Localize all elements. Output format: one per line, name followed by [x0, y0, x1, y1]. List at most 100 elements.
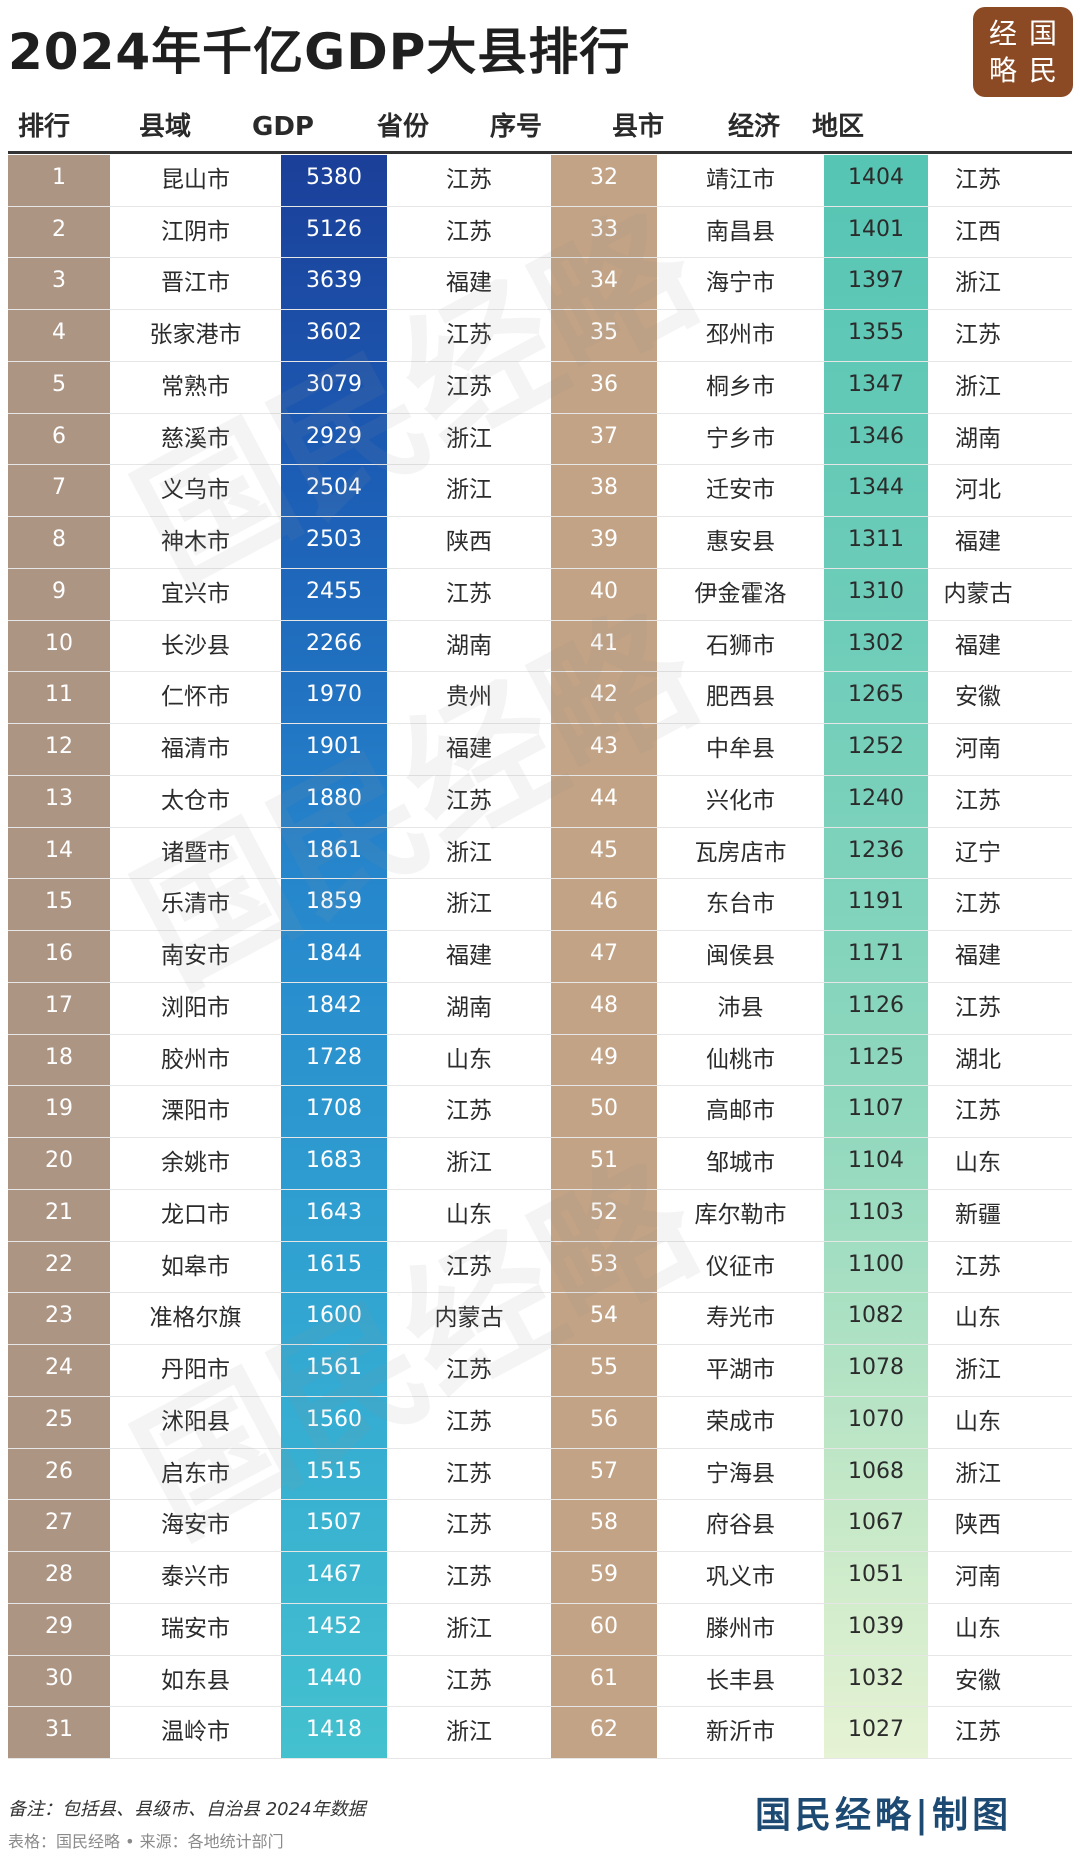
table-row: 2 江阴市 5126 江苏 33 南昌县 1401 江西	[8, 207, 1072, 259]
source-line: 表格：国民经略 • 来源：各地统计部门	[8, 1832, 284, 1851]
region-cell: 浙江	[955, 1357, 1001, 1384]
economy-cell: 1039	[848, 1613, 904, 1639]
county-cell: 余姚市	[161, 1150, 230, 1177]
county-cell: 准格尔旗	[149, 1305, 242, 1332]
region-cell: 江苏	[955, 1253, 1001, 1280]
city-cell: 仙桃市	[706, 1046, 775, 1073]
region-cell: 江苏	[955, 167, 1001, 193]
region-cell: 内蒙古	[943, 580, 1013, 607]
rank-cell: 27	[45, 1510, 73, 1536]
rank-cell: 19	[45, 1096, 73, 1122]
seq-cell: 55	[590, 1355, 618, 1381]
county-cell: 南安市	[161, 943, 230, 970]
table-row: 4 张家港市 3602 江苏 35 邳州市 1355 江苏	[8, 310, 1072, 362]
region-cell: 浙江	[955, 373, 1001, 400]
gdp-cell: 1901	[306, 734, 362, 760]
seq-cell: 51	[590, 1148, 618, 1174]
table-row: 25 沭阳县 1560 江苏 56 荣成市 1070 山东	[8, 1397, 1072, 1449]
table-row: 21 龙口市 1643 山东 52 库尔勒市 1103 新疆	[8, 1190, 1072, 1242]
province-cell: 福建	[446, 736, 492, 763]
province-cell: 江苏	[446, 1253, 492, 1280]
rank-cell: 17	[45, 992, 73, 1018]
seq-cell: 62	[590, 1717, 618, 1743]
city-cell: 肥西县	[706, 684, 775, 711]
region-cell: 湖南	[955, 425, 1001, 452]
gdp-cell: 1708	[306, 1096, 362, 1122]
gdp-cell: 1440	[306, 1665, 362, 1691]
economy-cell: 1252	[848, 734, 904, 760]
seq-cell: 56	[590, 1406, 618, 1432]
table-row: 29 瑞安市 1452 浙江 60 滕州市 1039 山东	[8, 1604, 1072, 1656]
county-cell: 丹阳市	[161, 1357, 230, 1384]
table-row: 8 神木市 2503 陕西 39 惠安县 1311 福建	[8, 517, 1072, 569]
table-row: 5 常熟市 3079 江苏 36 桐乡市 1347 浙江	[8, 362, 1072, 414]
table-body: 1 昆山市 5380 江苏 32 靖江市 1404 江苏 2 江阴市 5126 江苏 33 南昌县 1401…	[8, 155, 1072, 1759]
county-cell: 张家港市	[149, 322, 242, 349]
rank-cell: 7	[52, 475, 66, 501]
region-cell: 山东	[955, 1305, 1001, 1332]
seq-cell: 36	[590, 371, 618, 397]
gdp-cell: 1683	[306, 1148, 362, 1174]
city-cell: 新沂市	[706, 1719, 775, 1746]
county-cell: 太仓市	[161, 787, 230, 814]
economy-cell: 1236	[848, 837, 904, 863]
region-cell: 陕西	[955, 1512, 1001, 1539]
city-cell: 宁海县	[706, 1460, 775, 1487]
rank-cell: 23	[45, 1303, 73, 1329]
rank-cell: 29	[45, 1613, 73, 1639]
header-gdp: GDP	[252, 112, 314, 142]
province-cell: 贵州	[446, 684, 492, 711]
economy-cell: 1082	[848, 1303, 904, 1329]
province-cell: 浙江	[446, 891, 492, 918]
city-cell: 邳州市	[706, 322, 775, 349]
city-cell: 海宁市	[706, 270, 775, 297]
region-cell: 河南	[955, 1564, 1001, 1591]
seq-cell: 58	[590, 1510, 618, 1536]
county-cell: 慈溪市	[161, 425, 230, 452]
city-cell: 平湖市	[706, 1357, 775, 1384]
province-cell: 江苏	[446, 1512, 492, 1539]
region-cell: 河南	[955, 736, 1001, 763]
province-cell: 浙江	[446, 839, 492, 866]
table-row: 7 义乌市 2504 浙江 38 迁安市 1344 河北	[8, 465, 1072, 518]
county-cell: 昆山市	[161, 167, 230, 193]
city-cell: 伊金霍洛	[694, 580, 787, 607]
province-cell: 江苏	[446, 1098, 492, 1125]
county-cell: 福清市	[161, 736, 230, 763]
header-seq: 序号	[489, 112, 542, 142]
rank-cell: 25	[45, 1406, 73, 1432]
region-cell: 江苏	[955, 891, 1001, 918]
seq-cell: 50	[590, 1096, 618, 1122]
region-cell: 福建	[955, 943, 1001, 970]
county-cell: 启东市	[161, 1460, 230, 1487]
economy-cell: 1067	[848, 1510, 904, 1536]
city-cell: 闽侯县	[706, 943, 775, 970]
rank-cell: 14	[45, 837, 73, 863]
city-cell: 高邮市	[706, 1098, 775, 1125]
region-cell: 福建	[955, 632, 1001, 659]
table-row: 23 准格尔旗 1600 内蒙古 54 寿光市 1082 山东	[8, 1293, 1072, 1346]
gdp-column-bg	[281, 155, 387, 1759]
county-cell: 泰兴市	[161, 1564, 230, 1591]
province-cell: 江苏	[446, 1460, 492, 1487]
logo-char: 国	[1028, 16, 1057, 50]
header-economy: 经济	[727, 112, 780, 142]
city-cell: 石狮市	[706, 632, 775, 659]
economy-cell: 1032	[848, 1665, 904, 1691]
footnote: 备注：包括县、县级市、自治县 2024年数据	[8, 1799, 366, 1820]
province-cell: 湖南	[446, 632, 492, 659]
gdp-cell: 1467	[306, 1562, 362, 1588]
table-row: 14 诸暨市 1861 浙江 45 瓦房店市 1236 辽宁	[8, 828, 1072, 880]
rank-cell: 8	[52, 527, 66, 553]
county-cell: 海安市	[161, 1512, 230, 1539]
province-cell: 陕西	[446, 529, 492, 556]
economy-cell: 1171	[848, 941, 904, 967]
economy-cell: 1401	[848, 216, 904, 242]
region-cell: 新疆	[955, 1201, 1001, 1228]
seq-cell: 61	[590, 1665, 618, 1691]
table-row: 16 南安市 1844 福建 47 闽侯县 1171 福建	[8, 931, 1072, 983]
seq-cell: 44	[590, 785, 618, 811]
rank-cell: 4	[52, 320, 66, 346]
gdp-cell: 2455	[306, 578, 362, 604]
city-cell: 靖江市	[706, 167, 775, 193]
